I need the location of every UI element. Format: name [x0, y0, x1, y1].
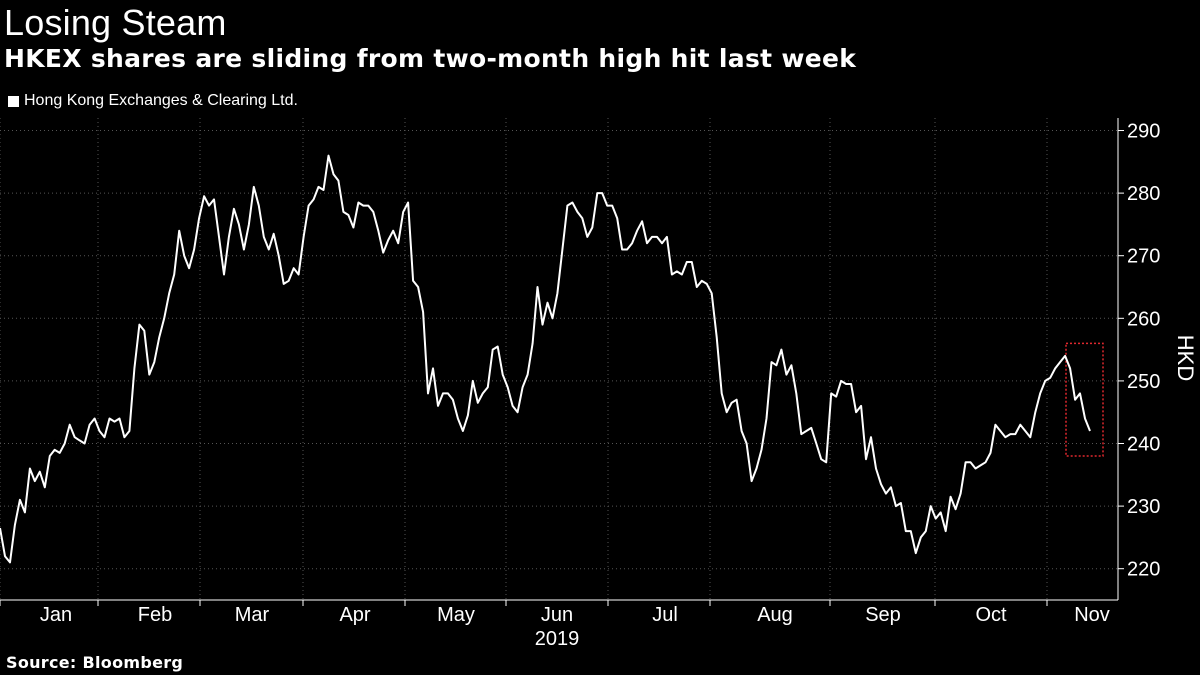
chart-title: Losing Steam — [4, 2, 227, 43]
highlight-box — [1065, 342, 1104, 457]
x-axis-ticks: Jan Feb Mar Apr May Jun Jul Aug Sep Oct Nov — [0, 600, 1110, 626]
x-tick-label: Mar — [235, 604, 270, 626]
y-tick-label: 250 — [1127, 371, 1160, 393]
x-tick-label: Aug — [757, 604, 793, 626]
legend-swatch — [8, 95, 19, 107]
legend-label: Hong Kong Exchanges & Clearing Ltd. — [24, 92, 298, 109]
series-line-hkex — [0, 154, 1091, 564]
chart-subtitle: HKEX shares are sliding from two-month h… — [4, 44, 857, 73]
x-tick-label: Jul — [652, 604, 678, 626]
axes — [0, 118, 1119, 601]
x-tick-label: Jan — [40, 604, 72, 626]
y-axis-label: HKD — [1173, 335, 1198, 381]
x-tick-label: Apr — [339, 604, 370, 626]
y-tick-label: 280 — [1127, 183, 1160, 205]
x-tick-label: Jun — [541, 604, 573, 626]
x-tick-label: May — [437, 604, 475, 626]
x-tick-label: Oct — [975, 604, 1007, 626]
x-tick-label: Feb — [138, 604, 172, 626]
legend: Hong Kong Exchanges & Clearing Ltd. — [8, 92, 298, 110]
grid — [0, 118, 1118, 600]
y-tick-label: 220 — [1127, 559, 1160, 581]
source-note: Source: Bloomberg — [6, 653, 184, 672]
x-axis-year-label: 2019 — [535, 628, 580, 650]
y-tick-label: 260 — [1127, 308, 1160, 330]
y-tick-label: 270 — [1127, 246, 1160, 268]
x-tick-label: Nov — [1074, 604, 1110, 626]
y-tick-label: 240 — [1127, 434, 1160, 456]
y-tick-label: 290 — [1127, 121, 1160, 143]
y-tick-label: 230 — [1127, 496, 1160, 518]
x-tick-label: Sep — [865, 604, 901, 626]
y-axis-ticks: 220 230 240 250 260 270 280 290 — [1118, 121, 1160, 581]
